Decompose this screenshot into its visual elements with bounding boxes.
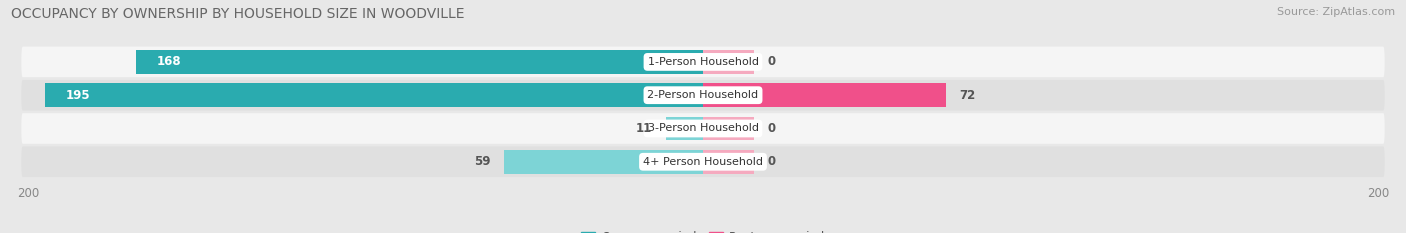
Text: 3-Person Household: 3-Person Household — [648, 123, 758, 134]
Text: Source: ZipAtlas.com: Source: ZipAtlas.com — [1277, 7, 1395, 17]
Text: 72: 72 — [959, 89, 976, 102]
Text: 0: 0 — [768, 55, 775, 69]
Bar — [136, 50, 703, 74]
Text: 4+ Person Household: 4+ Person Household — [643, 157, 763, 167]
Bar — [703, 83, 946, 107]
Text: 0: 0 — [768, 122, 775, 135]
Text: 59: 59 — [474, 155, 491, 168]
FancyBboxPatch shape — [21, 80, 1385, 110]
Bar — [503, 150, 703, 174]
Text: 2-Person Household: 2-Person Household — [647, 90, 759, 100]
Text: 168: 168 — [156, 55, 181, 69]
FancyBboxPatch shape — [21, 147, 1385, 177]
Bar — [703, 116, 754, 140]
FancyBboxPatch shape — [21, 113, 1385, 144]
Text: 1-Person Household: 1-Person Household — [648, 57, 758, 67]
Text: 195: 195 — [65, 89, 90, 102]
Bar — [703, 150, 754, 174]
Legend: Owner-occupied, Renter-occupied: Owner-occupied, Renter-occupied — [576, 226, 830, 233]
Text: 0: 0 — [768, 155, 775, 168]
Text: OCCUPANCY BY OWNERSHIP BY HOUSEHOLD SIZE IN WOODVILLE: OCCUPANCY BY OWNERSHIP BY HOUSEHOLD SIZE… — [11, 7, 465, 21]
Bar — [666, 116, 703, 140]
Text: 11: 11 — [636, 122, 652, 135]
Bar — [703, 50, 754, 74]
FancyBboxPatch shape — [21, 47, 1385, 77]
Bar — [45, 83, 703, 107]
